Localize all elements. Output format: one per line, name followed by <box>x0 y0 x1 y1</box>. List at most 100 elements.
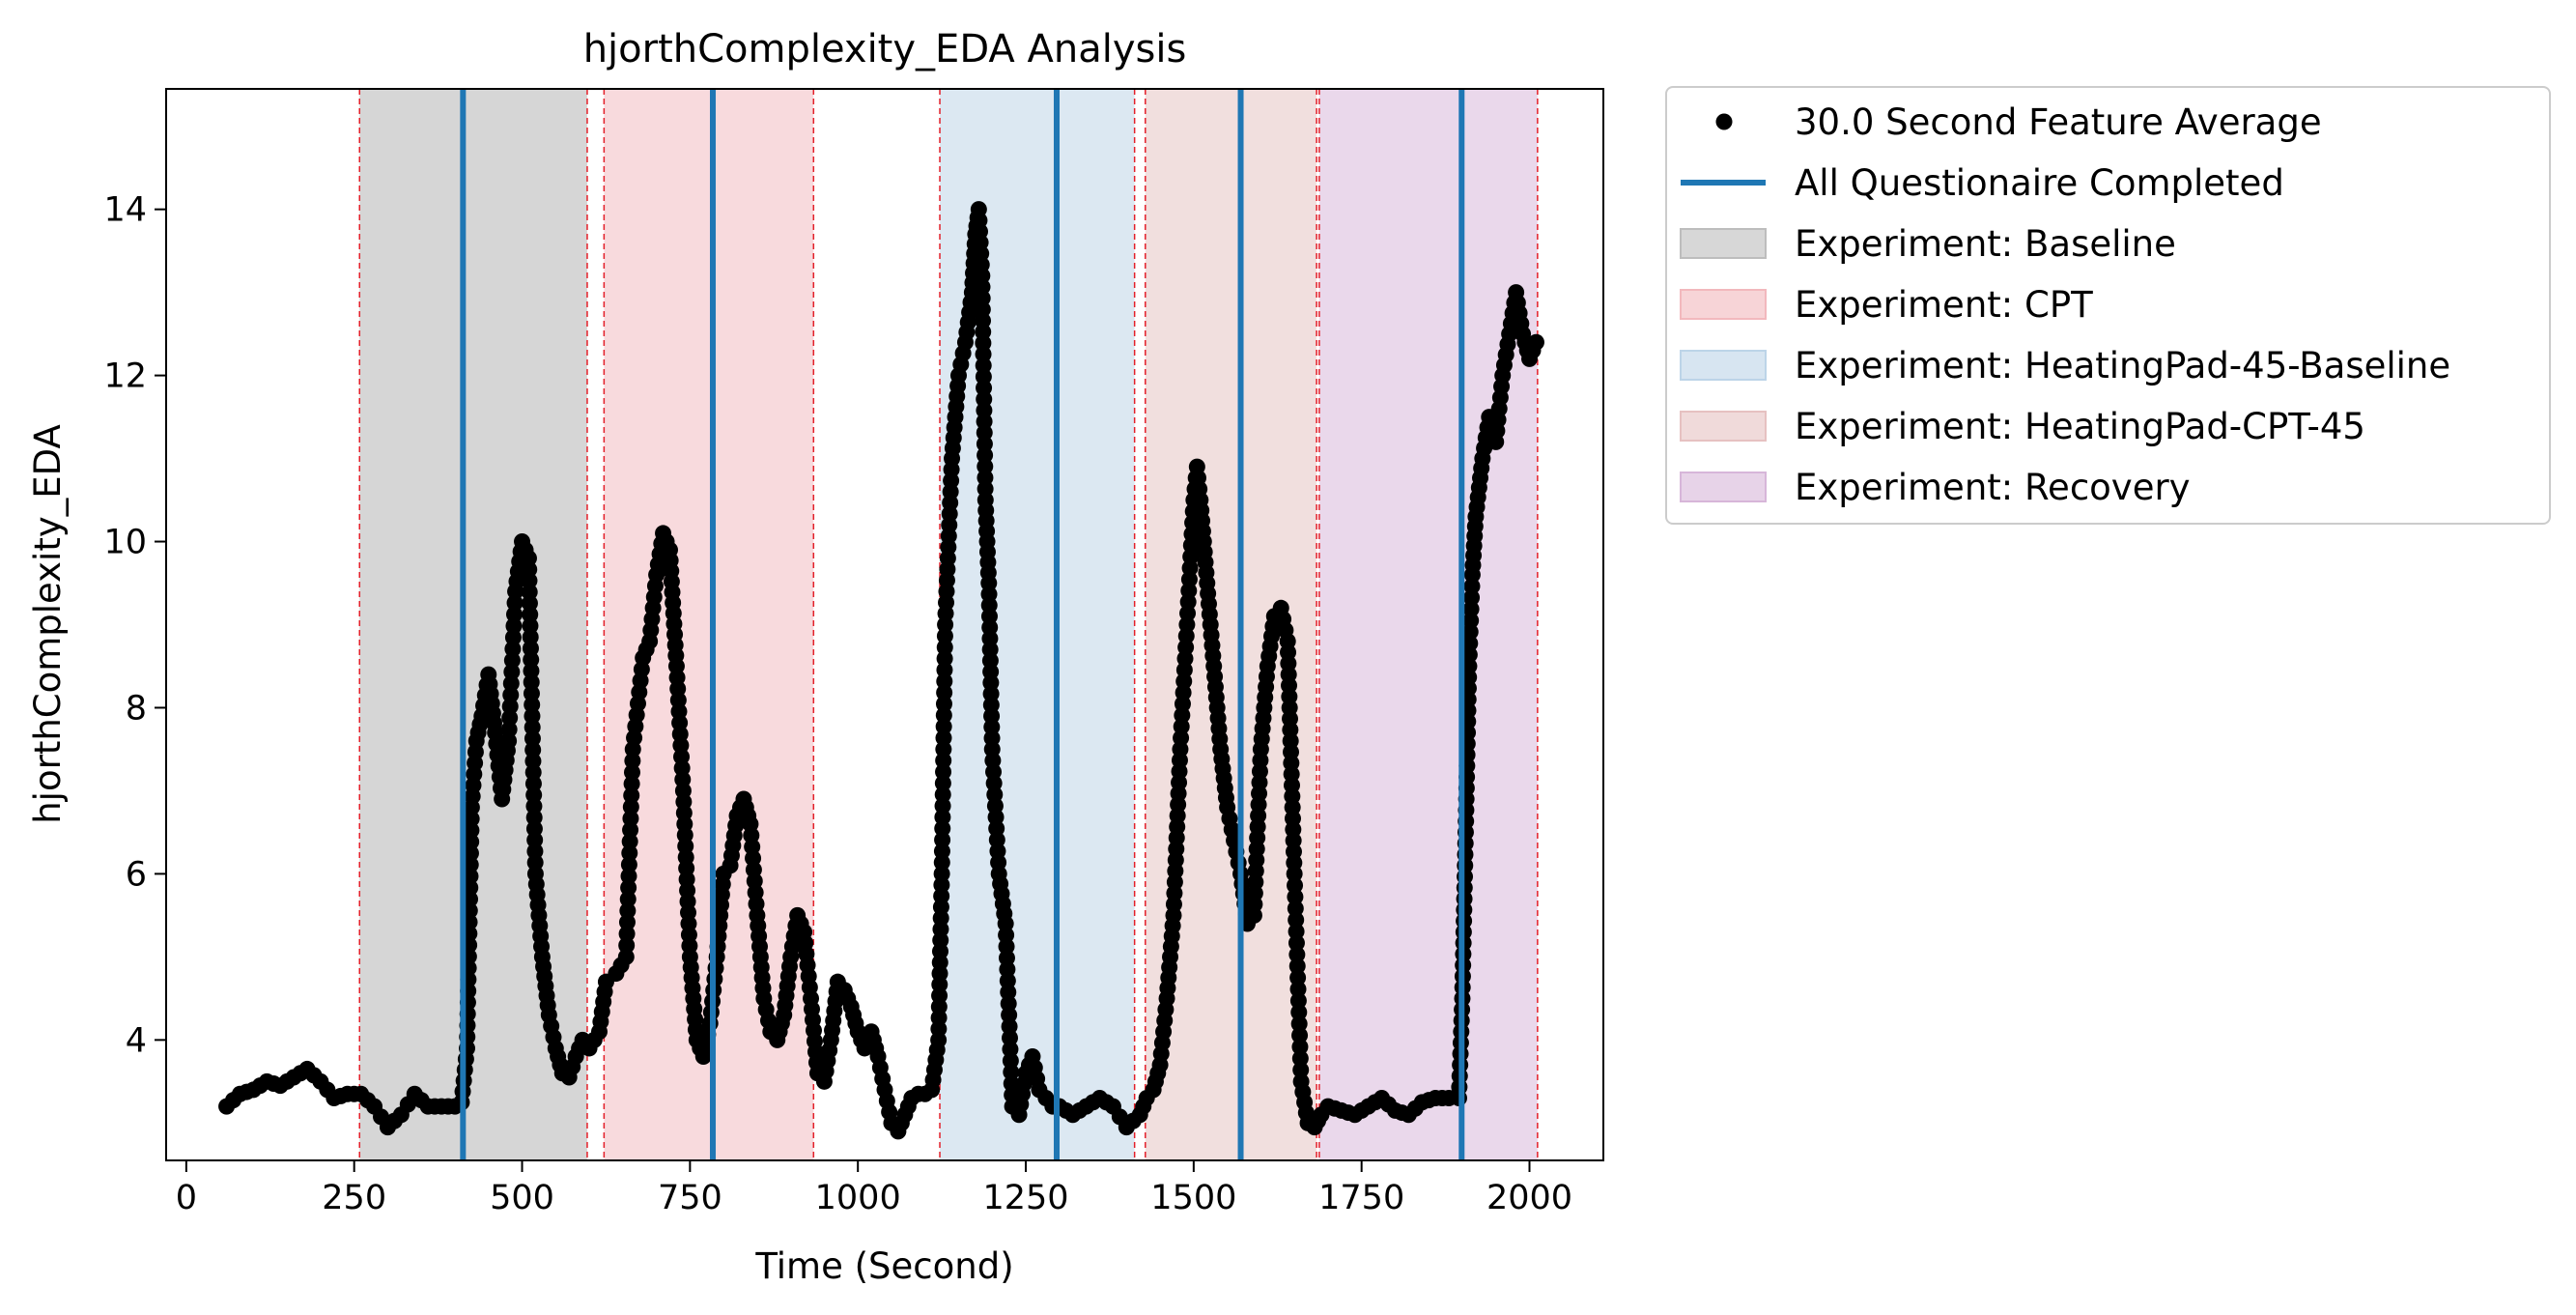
data-point-60 <box>463 811 480 828</box>
data-point-177 <box>618 936 636 954</box>
data-point-403 <box>934 797 951 815</box>
data-point-400 <box>934 831 951 848</box>
data-point-731 <box>1288 958 1306 975</box>
x-tick-label-4: 1000 <box>815 1179 901 1217</box>
data-point-94 <box>501 709 519 727</box>
data-point-418 <box>936 627 953 644</box>
legend-swatch-2 <box>1680 228 1767 259</box>
data-point-59 <box>463 821 480 839</box>
data-point-407 <box>935 752 952 769</box>
legend-label-0: 30.0 Second Feature Average <box>1795 101 2322 143</box>
x-tick-label-5: 1250 <box>982 1179 1068 1217</box>
y-tick-label-2: 8 <box>126 689 147 728</box>
x-tick-label-1: 250 <box>322 1179 386 1217</box>
data-point-412 <box>935 696 952 713</box>
legend-swatch-6 <box>1680 472 1767 502</box>
data-point-102 <box>505 617 523 635</box>
data-point-183 <box>620 868 637 885</box>
y-tick-label-5: 14 <box>103 191 147 230</box>
data-point-188 <box>622 810 639 827</box>
legend-marker-0 <box>1715 113 1733 130</box>
data-point-182 <box>620 879 637 897</box>
data-point-740 <box>1292 1061 1310 1078</box>
data-point-728 <box>1288 923 1305 940</box>
data-point-103 <box>506 606 524 623</box>
data-point-189 <box>622 798 639 815</box>
data-point-100 <box>504 641 522 658</box>
data-point-415 <box>936 661 953 678</box>
data-point-732 <box>1289 969 1307 986</box>
data-point-723 <box>1286 865 1303 882</box>
data-point-186 <box>621 833 638 850</box>
data-point-58 <box>463 833 480 850</box>
data-point-54 <box>462 879 479 897</box>
legend-label-2: Experiment: Baseline <box>1795 223 2176 265</box>
data-point-398 <box>933 854 950 872</box>
data-point-404 <box>934 786 951 803</box>
data-point-95 <box>501 698 519 715</box>
legend: 30.0 Second Feature Average All Questiona… <box>1665 86 2551 525</box>
legend-label-4: Experiment: HeatingPad-45-Baseline <box>1795 345 2450 386</box>
data-point-92 <box>500 732 518 750</box>
legend-label-1: All Questionaire Completed <box>1795 162 2284 204</box>
data-point-56 <box>462 856 479 873</box>
data-point-179 <box>618 914 636 931</box>
x-tick-label-3: 750 <box>658 1179 722 1217</box>
y-tick-label-1: 6 <box>126 855 147 894</box>
data-point-410 <box>935 718 952 735</box>
plot-frame <box>165 88 1604 1161</box>
data-point-97 <box>502 674 520 692</box>
y-axis-label: hjorthComplexity_EDA <box>27 424 69 824</box>
data-point-399 <box>933 843 950 860</box>
data-point-414 <box>936 672 953 690</box>
data-point-730 <box>1288 946 1306 963</box>
data-point-96 <box>502 686 520 703</box>
data-point-184 <box>620 856 637 873</box>
legend-box <box>1665 86 2551 525</box>
y-axis: 4 6 8 10 12 14 <box>103 191 166 1060</box>
data-point-857 <box>1527 333 1544 351</box>
feature-average-points <box>218 201 1544 1140</box>
legend-swatch-4 <box>1680 350 1767 381</box>
data-point-726 <box>1287 900 1304 917</box>
data-point-192 <box>623 763 640 781</box>
y-tick-label-0: 4 <box>126 1021 147 1060</box>
chart-title: hjorthComplexity_EDA Analysis <box>583 27 1187 71</box>
legend-label-3: Experiment: CPT <box>1795 284 2093 326</box>
experiment-periods <box>359 89 1538 1160</box>
data-point-193 <box>624 752 641 769</box>
questionnaire-lines <box>460 89 1465 1160</box>
x-tick-label-0: 0 <box>176 1179 197 1217</box>
data-point-187 <box>622 821 639 839</box>
x-tick-label-6: 1500 <box>1150 1179 1236 1217</box>
data-point-413 <box>936 684 953 701</box>
data-point-93 <box>500 721 518 738</box>
data-point-736 <box>1290 1015 1308 1033</box>
legend-swatch-5 <box>1680 411 1767 442</box>
data-point-417 <box>936 639 953 656</box>
x-tick-label-7: 1750 <box>1318 1179 1404 1217</box>
period-band-4 <box>1318 89 1538 1160</box>
data-point-739 <box>1291 1049 1309 1067</box>
x-tick-label-8: 2000 <box>1486 1179 1572 1217</box>
data-point-737 <box>1291 1027 1309 1044</box>
data-point-725 <box>1287 888 1304 905</box>
data-point-181 <box>619 891 637 908</box>
data-point-408 <box>935 740 952 758</box>
data-point-733 <box>1289 981 1307 998</box>
data-point-185 <box>621 844 638 862</box>
data-point-734 <box>1289 992 1307 1010</box>
y-tick-label-3: 10 <box>103 524 147 562</box>
x-axis: 0 250 500 750 1000 1250 1500 1750 2000 <box>176 1160 1572 1217</box>
data-point-190 <box>623 786 640 804</box>
x-axis-label: Time (Second) <box>754 1245 1013 1287</box>
data-point-101 <box>504 629 522 646</box>
data-point-724 <box>1287 876 1304 894</box>
data-point-104 <box>506 594 524 612</box>
data-point-98 <box>503 663 521 680</box>
data-point-406 <box>935 763 952 781</box>
data-point-191 <box>623 775 640 792</box>
data-point-99 <box>503 652 521 670</box>
data-point-738 <box>1291 1039 1309 1056</box>
